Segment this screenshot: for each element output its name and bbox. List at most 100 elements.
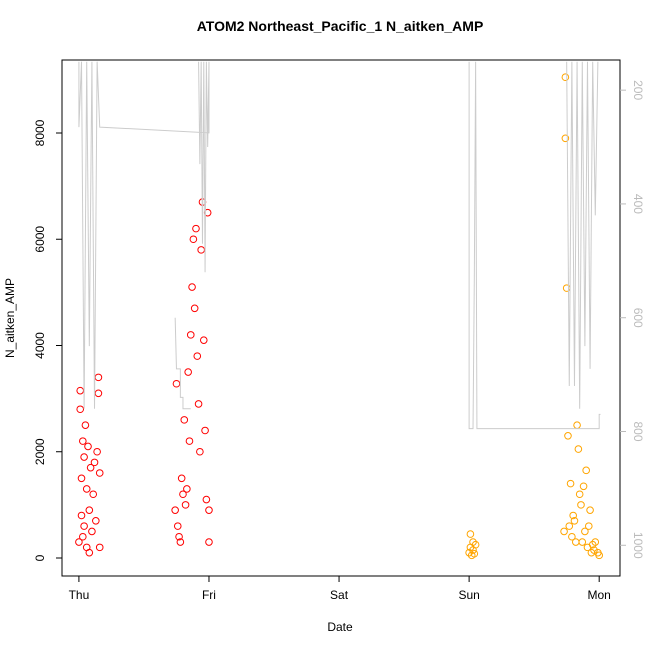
point: [184, 368, 192, 376]
point: [181, 501, 190, 509]
point: [202, 495, 211, 504]
point: [76, 405, 85, 414]
y2-tick-label: 600: [631, 308, 645, 328]
point: [569, 511, 577, 520]
y2-tick-label: 400: [631, 194, 645, 214]
y2-tick-label: 200: [631, 80, 645, 100]
point: [179, 490, 187, 499]
point: [465, 548, 473, 557]
point: [201, 426, 209, 435]
point: [581, 527, 589, 536]
point: [574, 445, 583, 453]
y2-tick-label: 800: [631, 421, 645, 441]
point: [85, 506, 94, 514]
point: [578, 538, 587, 546]
point: [595, 551, 603, 560]
point: [584, 522, 593, 530]
point: [176, 538, 185, 546]
point: [469, 538, 477, 546]
point: [77, 511, 86, 520]
y-tick-label: 2000: [33, 438, 47, 465]
point: [95, 469, 104, 477]
point: [571, 538, 580, 546]
y2-tick-label: 1000: [631, 532, 645, 559]
point: [570, 517, 579, 525]
x-tick-label: Sat: [330, 588, 349, 602]
point: [590, 546, 598, 554]
point: [177, 474, 186, 483]
point: [582, 466, 590, 475]
point: [94, 373, 103, 382]
point: [86, 463, 95, 472]
plot-frame: [61, 59, 621, 577]
point: [577, 501, 585, 509]
point: [579, 482, 588, 491]
point: [90, 458, 99, 467]
point: [85, 548, 94, 557]
point: [588, 540, 597, 549]
x-tick-label: Sun: [458, 588, 479, 602]
point: [80, 453, 88, 461]
y-tick-label: 4000: [33, 332, 47, 359]
point: [560, 527, 568, 536]
point: [466, 530, 475, 538]
point: [470, 549, 479, 558]
y-tick-label: 6000: [33, 226, 47, 253]
x-axis-label: Date: [327, 620, 353, 634]
point: [77, 474, 86, 483]
point: [575, 490, 584, 499]
point: [564, 432, 572, 440]
point: [79, 532, 87, 541]
y-axis-label: N_aitken_AMP: [3, 278, 17, 358]
point: [566, 479, 575, 488]
x-tick-label: Thu: [69, 588, 90, 602]
point: [94, 389, 103, 398]
point: [95, 543, 104, 552]
point: [171, 506, 179, 514]
point: [471, 540, 480, 549]
point: [194, 400, 203, 408]
point: [76, 386, 85, 395]
point: [183, 485, 191, 493]
point: [188, 283, 196, 291]
point: [561, 134, 570, 143]
point: [205, 538, 213, 546]
point: [568, 532, 576, 541]
x-tick-label: Mon: [588, 588, 611, 602]
point: [196, 447, 204, 456]
point: [80, 522, 88, 530]
point: [186, 331, 195, 339]
point: [192, 224, 200, 233]
point: [573, 421, 581, 429]
point: [79, 437, 87, 445]
point: [185, 437, 194, 445]
point: [193, 352, 202, 360]
point: [189, 235, 198, 244]
point: [591, 538, 600, 546]
point: [561, 73, 570, 82]
point: [175, 532, 183, 541]
point: [190, 304, 199, 313]
point: [173, 522, 182, 530]
point: [565, 522, 574, 530]
point: [197, 246, 205, 254]
point: [82, 485, 91, 493]
point: [93, 447, 101, 456]
point: [199, 336, 208, 344]
point: [89, 490, 98, 499]
chart-title: ATOM2 Northeast_Pacific_1 N_aitken_AMP: [197, 18, 484, 34]
point: [88, 527, 96, 536]
x-tick-label: Fri: [202, 588, 216, 602]
plot-area: [75, 61, 603, 560]
point: [586, 506, 594, 514]
point: [205, 506, 213, 514]
y-tick-label: 0: [33, 554, 47, 561]
point: [180, 416, 189, 424]
line: [78, 61, 601, 430]
point: [172, 379, 181, 388]
point: [81, 421, 90, 429]
point: [75, 538, 83, 546]
point: [92, 517, 100, 525]
y-tick-label: 8000: [33, 119, 47, 146]
